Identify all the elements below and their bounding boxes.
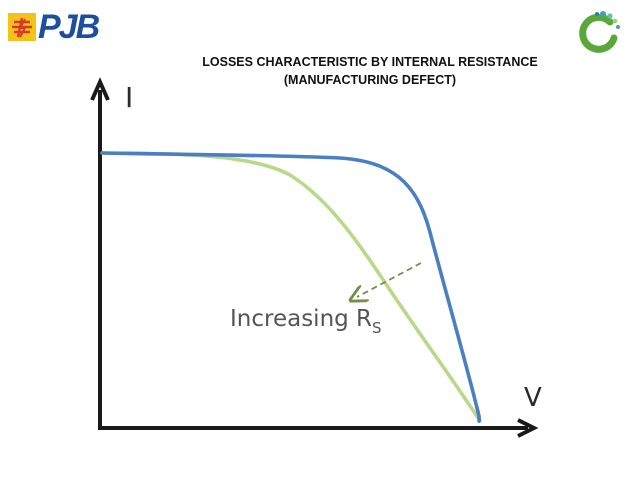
curve-original [100, 151, 482, 423]
pjb-logo: PJB [8, 8, 108, 46]
title-line-1: LOSSES CHARACTERISTIC BY INTERNAL RESIST… [202, 55, 538, 69]
y-axis-label: I [125, 81, 134, 114]
title-line-2: (MANUFACTURING DEFECT) [283, 73, 457, 87]
increasing-rs-label-main: Increasing R [230, 306, 373, 332]
increasing-rs-label: Increasing RS [230, 306, 382, 337]
curve-increased-rs [100, 151, 482, 423]
page-title: LOSSES CHARACTERISTIC BY INTERNAL RESIST… [190, 53, 550, 89]
pjb-logo-text: PJB [38, 8, 100, 46]
pjb-logo-icon [8, 13, 36, 41]
increasing-rs-arrow [357, 262, 422, 297]
x-axis-label: V [524, 383, 542, 413]
ring-logo-icon [579, 11, 620, 53]
x-axis-arrowhead [517, 418, 539, 438]
y-axis-arrowhead [90, 77, 110, 101]
increasing-rs-label-subscript: S [372, 319, 382, 337]
